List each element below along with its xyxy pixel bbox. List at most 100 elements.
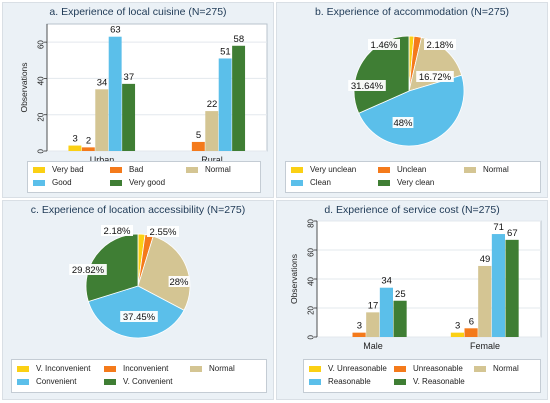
legend-label: Normal (483, 165, 509, 174)
pie-label: 48% (393, 118, 413, 129)
y-tick-label: 0 (307, 334, 316, 339)
bar (505, 239, 519, 337)
legend-label: Unreasonable (413, 364, 463, 373)
legend-swatch (291, 166, 303, 173)
data-label: 3 (357, 321, 362, 332)
chart-title: b. Experience of accommodation (N=275) (314, 6, 510, 18)
pie-slice (358, 74, 465, 147)
legend: V. Unreasonable Unreasonable Normal Reas… (303, 359, 541, 393)
legend-item: Good (33, 178, 72, 187)
legend-swatch (464, 166, 476, 173)
legend-label: Reasonable (328, 377, 371, 386)
data-label: 25 (395, 289, 406, 300)
pie-slice (353, 35, 410, 114)
legend-swatch (110, 179, 122, 186)
legend-item: Normal (186, 165, 231, 174)
panel-accommodation: b. Experience of accommodation (N=275) 1… (276, 2, 548, 198)
legend-label: Normal (493, 364, 519, 373)
data-label: 3 (455, 321, 460, 332)
legend-label: Bad (129, 165, 144, 174)
data-label: 2 (86, 135, 91, 146)
legend-item: Unreasonable (394, 364, 463, 373)
legend-item: Bad (110, 165, 143, 174)
bar (122, 83, 136, 151)
legend-swatch (110, 166, 122, 173)
bar (379, 287, 393, 337)
pie-label: 1.46% (371, 40, 398, 51)
data-label: 5 (196, 130, 201, 141)
data-label: 3 (73, 134, 78, 145)
data-label: 22 (207, 99, 218, 110)
bar (352, 332, 366, 337)
chart-title: d. Experience of service cost (N=275) (324, 204, 500, 216)
pie-label-bg (348, 80, 386, 91)
pie-label: 2.18% (427, 40, 454, 51)
legend-label: V. Reasonable (413, 377, 465, 386)
legend-item: V. Unreasonable (309, 364, 387, 373)
legend-label: Unclean (397, 165, 427, 174)
legend-swatch (17, 365, 29, 372)
pie-label-bg (424, 39, 456, 50)
legend-item: Normal (464, 165, 509, 174)
legend-swatch (17, 378, 29, 385)
data-label: 67 (507, 228, 518, 239)
legend-item: V. Convenient (104, 377, 173, 386)
bar (393, 300, 407, 337)
data-label: 34 (97, 77, 108, 88)
panel-location-accessibility: c. Experience of location accessibility … (2, 200, 274, 400)
data-label: 58 (234, 34, 245, 45)
bar (95, 89, 109, 151)
data-label: 71 (493, 222, 504, 233)
legend-item: Clean (291, 178, 331, 187)
bar (464, 328, 478, 337)
pie-chart-location-accessibility: 2.18% 2.55% 28% 37.45% 29.82% (69, 225, 191, 339)
legend-label: Good (52, 178, 72, 187)
pie-label-bg (416, 71, 454, 82)
bar (81, 147, 95, 151)
legend-swatch (190, 365, 202, 372)
legend-swatch (394, 365, 406, 372)
legend-swatch (309, 365, 321, 372)
legend-label: V. Inconvenient (36, 364, 91, 373)
legend-item: Very unclean (291, 165, 356, 174)
pie-label-bg (69, 264, 107, 275)
legend-item: Normal (190, 364, 235, 373)
pie-slice (137, 235, 191, 311)
bar (218, 58, 232, 151)
bar (205, 111, 219, 151)
legend-item: Inconvenient (104, 364, 168, 373)
legend-swatch (378, 179, 390, 186)
legend-swatch (309, 378, 321, 385)
pie-chart-accommodation: 1.46% 2.18% 16.72% 48% 31.64% (348, 35, 465, 147)
bar (450, 332, 465, 337)
legend-label: Very clean (397, 178, 435, 187)
legend-label: Normal (209, 364, 235, 373)
legend-label: Convenient (36, 377, 77, 386)
legend-swatch (394, 378, 406, 385)
panel-service-cost: d. Experience of service cost (N=275) 0 2… (276, 200, 548, 400)
pie-label: 2.55% (150, 227, 177, 238)
pie-label-bg (168, 276, 190, 287)
data-label: 6 (469, 316, 474, 327)
pie-label: 2.18% (104, 226, 131, 237)
legend-item: Convenient (17, 377, 76, 386)
legend-label: Very good (129, 178, 166, 187)
y-tick-label: 60 (307, 247, 316, 256)
legend: V. Inconvenient Inconvenient Normal Conv… (11, 359, 267, 393)
legend-label: Very bad (52, 165, 84, 174)
pie-label: 29.82% (72, 265, 105, 276)
legend-label: Clean (310, 178, 331, 187)
legend-label: Normal (205, 165, 231, 174)
y-tick-label: 20 (37, 112, 46, 121)
legend-swatch (33, 166, 45, 173)
bar (68, 145, 82, 151)
y-tick-label: 80 (307, 218, 316, 227)
bar (366, 312, 380, 337)
pie-label-bg (101, 225, 133, 236)
bar (191, 141, 205, 151)
legend-swatch (104, 365, 116, 372)
y-tick-label: 20 (307, 305, 316, 314)
data-label: 17 (368, 300, 379, 311)
